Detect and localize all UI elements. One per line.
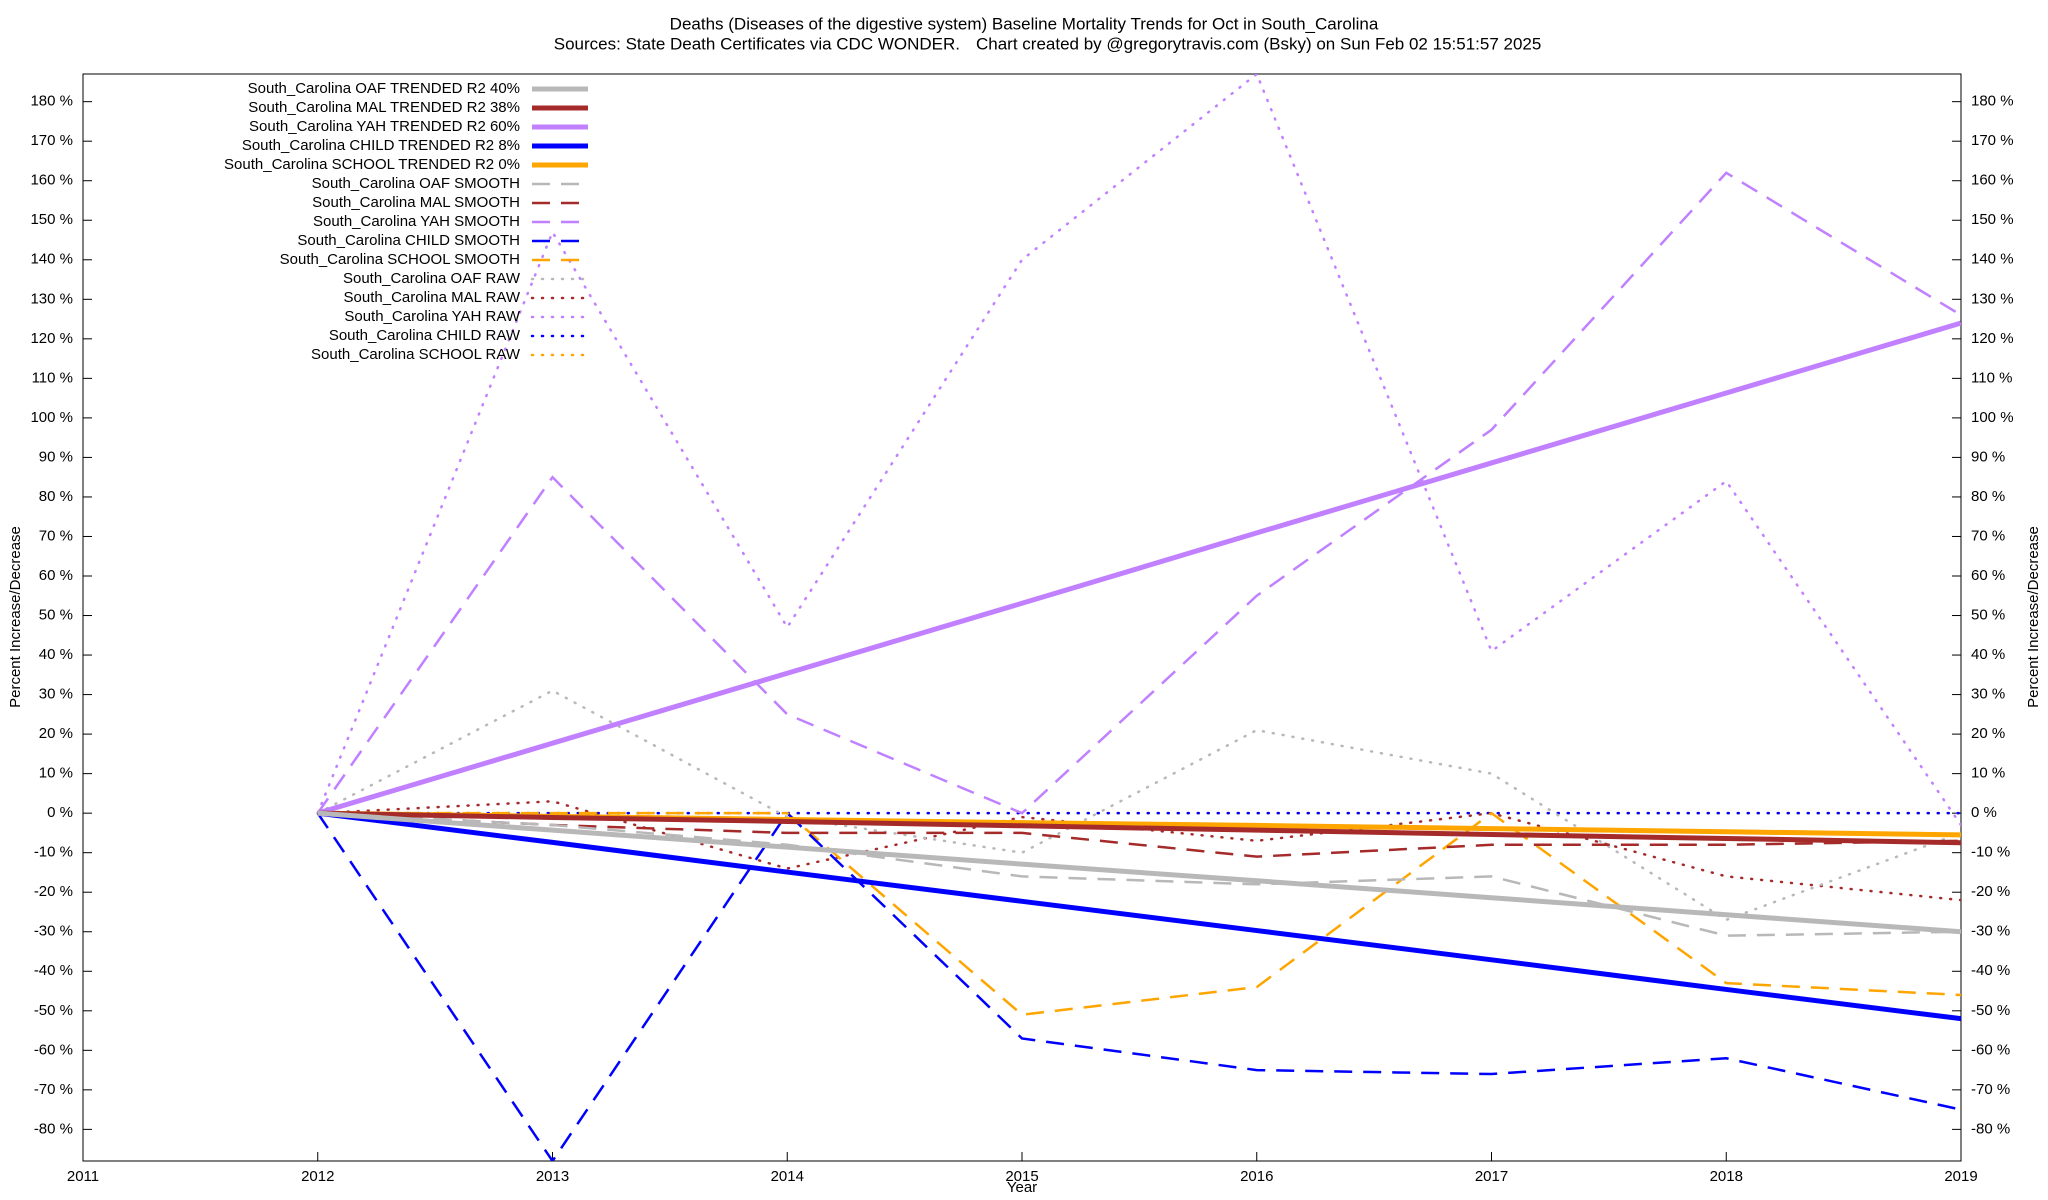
y-tick-label: 50 % bbox=[39, 606, 73, 623]
y-tick-label: 140 % bbox=[30, 251, 73, 268]
y2-tick-label: 30 % bbox=[1971, 686, 2005, 703]
y-tick-label: -70 % bbox=[34, 1081, 73, 1098]
legend-label: South_Carolina MAL TRENDED R2 38% bbox=[248, 99, 520, 116]
plot-area bbox=[316, 74, 1961, 1161]
y-tick-label: 30 % bbox=[39, 686, 73, 703]
y-tick-label: 0 % bbox=[47, 804, 73, 821]
x-tick-label: 2011 bbox=[67, 1168, 99, 1185]
x-tick-label: 2015 bbox=[1005, 1168, 1038, 1185]
y-tick-label: -30 % bbox=[34, 923, 73, 940]
y-tick-label: 130 % bbox=[30, 290, 73, 307]
y2-tick-label: -10 % bbox=[1971, 844, 2010, 861]
y2-tick-label: -60 % bbox=[1971, 1041, 2010, 1058]
y2-tick-label: 140 % bbox=[1971, 251, 2014, 268]
y-tick-label: -80 % bbox=[34, 1120, 73, 1137]
y-tick-label: 60 % bbox=[39, 567, 73, 584]
legend-label: South_Carolina MAL RAW bbox=[344, 289, 521, 306]
x-tick-label: 2019 bbox=[1944, 1168, 1977, 1185]
x-tick-label: 2012 bbox=[301, 1168, 334, 1185]
y-tick-label: 150 % bbox=[30, 211, 73, 228]
y-tick-label: 80 % bbox=[39, 488, 73, 505]
y-tick-label: 120 % bbox=[30, 330, 73, 347]
y2-tick-label: -30 % bbox=[1971, 923, 2010, 940]
series-line bbox=[317, 811, 1961, 1017]
y2-tick-label: 50 % bbox=[1971, 606, 2005, 623]
y-tick-label: -10 % bbox=[34, 844, 73, 861]
series-line bbox=[316, 171, 1961, 815]
legend-label: South_Carolina CHILD RAW bbox=[329, 327, 521, 344]
x-tick-label: 2017 bbox=[1475, 1168, 1508, 1185]
y2-tick-label: 80 % bbox=[1971, 488, 2005, 505]
y-tick-label: -40 % bbox=[34, 962, 73, 979]
y-tick-label: 100 % bbox=[30, 409, 73, 426]
x-tick-label: 2018 bbox=[1710, 1168, 1743, 1185]
y2-tick-label: 170 % bbox=[1971, 132, 2014, 149]
series-line bbox=[317, 811, 1961, 937]
legend-label: South_Carolina YAH TRENDED R2 60% bbox=[249, 118, 520, 135]
legend-label: South_Carolina SCHOOL RAW bbox=[311, 346, 521, 363]
x-tick-label: 2014 bbox=[771, 1168, 804, 1185]
x-tick-label: 2013 bbox=[536, 1168, 569, 1185]
legend-label: South_Carolina CHILD SMOOTH bbox=[297, 232, 520, 249]
series-line bbox=[316, 74, 1961, 827]
x-tick-label: 2016 bbox=[1240, 1168, 1273, 1185]
legend-label: South_Carolina SCHOOL TRENDED R2 0% bbox=[224, 156, 520, 173]
y2-tick-label: -20 % bbox=[1971, 883, 2010, 900]
y2-tick-label: -40 % bbox=[1971, 962, 2010, 979]
y-tick-label: -50 % bbox=[34, 1002, 73, 1019]
y2-tick-label: 150 % bbox=[1971, 211, 2014, 228]
y-tick-label: 160 % bbox=[30, 172, 73, 189]
legend-label: South_Carolina YAH SMOOTH bbox=[313, 213, 520, 230]
y-tick-label: 10 % bbox=[39, 765, 73, 782]
y2-tick-label: 100 % bbox=[1971, 409, 2014, 426]
series-line bbox=[317, 810, 1961, 1022]
y2-tick-label: 0 % bbox=[1971, 804, 1997, 821]
y-tick-label: 110 % bbox=[32, 369, 73, 386]
legend-label: South_Carolina OAF TRENDED R2 40% bbox=[248, 80, 520, 97]
series-line bbox=[317, 320, 1961, 816]
legend-label: South_Carolina OAF RAW bbox=[343, 270, 521, 287]
y2-tick-label: 20 % bbox=[1971, 725, 2005, 742]
y2-tick-label: 160 % bbox=[1971, 172, 2014, 189]
y2-tick-label: 60 % bbox=[1971, 567, 2005, 584]
series-line bbox=[317, 811, 1961, 858]
legend-label: South_Carolina YAH RAW bbox=[344, 308, 520, 325]
series-line bbox=[317, 810, 1961, 846]
legend-label: South_Carolina CHILD TRENDED R2 8% bbox=[242, 137, 520, 154]
y2-tick-label: 40 % bbox=[1971, 646, 2005, 663]
y-axis-label: Percent Increase/Decrease bbox=[7, 526, 24, 708]
y2-tick-label: 10 % bbox=[1971, 765, 2005, 782]
y-tick-label: 90 % bbox=[39, 448, 73, 465]
y2-tick-label: 110 % bbox=[1971, 369, 2012, 386]
y-tick-label: 70 % bbox=[39, 527, 73, 544]
y-tick-label: -20 % bbox=[34, 883, 73, 900]
chart-source: Sources: State Death Certificates via CD… bbox=[554, 34, 960, 53]
x-axis-label: Year bbox=[1007, 1179, 1037, 1196]
chart-credit: Chart created by @gregorytravis.com (Bsk… bbox=[976, 34, 1541, 53]
y2-axis-label: Percent Increase/Decrease bbox=[2025, 526, 2042, 708]
y2-tick-label: 90 % bbox=[1971, 448, 2005, 465]
y2-tick-label: -80 % bbox=[1971, 1120, 2010, 1137]
y-tick-label: 20 % bbox=[39, 725, 73, 742]
series-line bbox=[316, 811, 1961, 1161]
y-tick-label: 180 % bbox=[30, 93, 73, 110]
y2-tick-label: 180 % bbox=[1971, 93, 2014, 110]
legend-label: South_Carolina OAF SMOOTH bbox=[312, 175, 520, 192]
y2-tick-label: 130 % bbox=[1971, 290, 2014, 307]
y2-tick-label: 120 % bbox=[1971, 330, 2014, 347]
series-line bbox=[316, 689, 1961, 922]
y2-tick-label: -70 % bbox=[1971, 1081, 2010, 1098]
y-tick-label: 170 % bbox=[30, 132, 73, 149]
y2-tick-label: -50 % bbox=[1971, 1002, 2010, 1019]
y-tick-label: -60 % bbox=[34, 1041, 73, 1058]
chart-title: Deaths (Diseases of the digestive system… bbox=[670, 14, 1379, 33]
legend-label: South_Carolina SCHOOL SMOOTH bbox=[280, 251, 520, 268]
series-line bbox=[317, 810, 1961, 935]
y-tick-label: 40 % bbox=[39, 646, 73, 663]
legend-label: South_Carolina MAL SMOOTH bbox=[312, 194, 520, 211]
y2-tick-label: 70 % bbox=[1971, 527, 2005, 544]
